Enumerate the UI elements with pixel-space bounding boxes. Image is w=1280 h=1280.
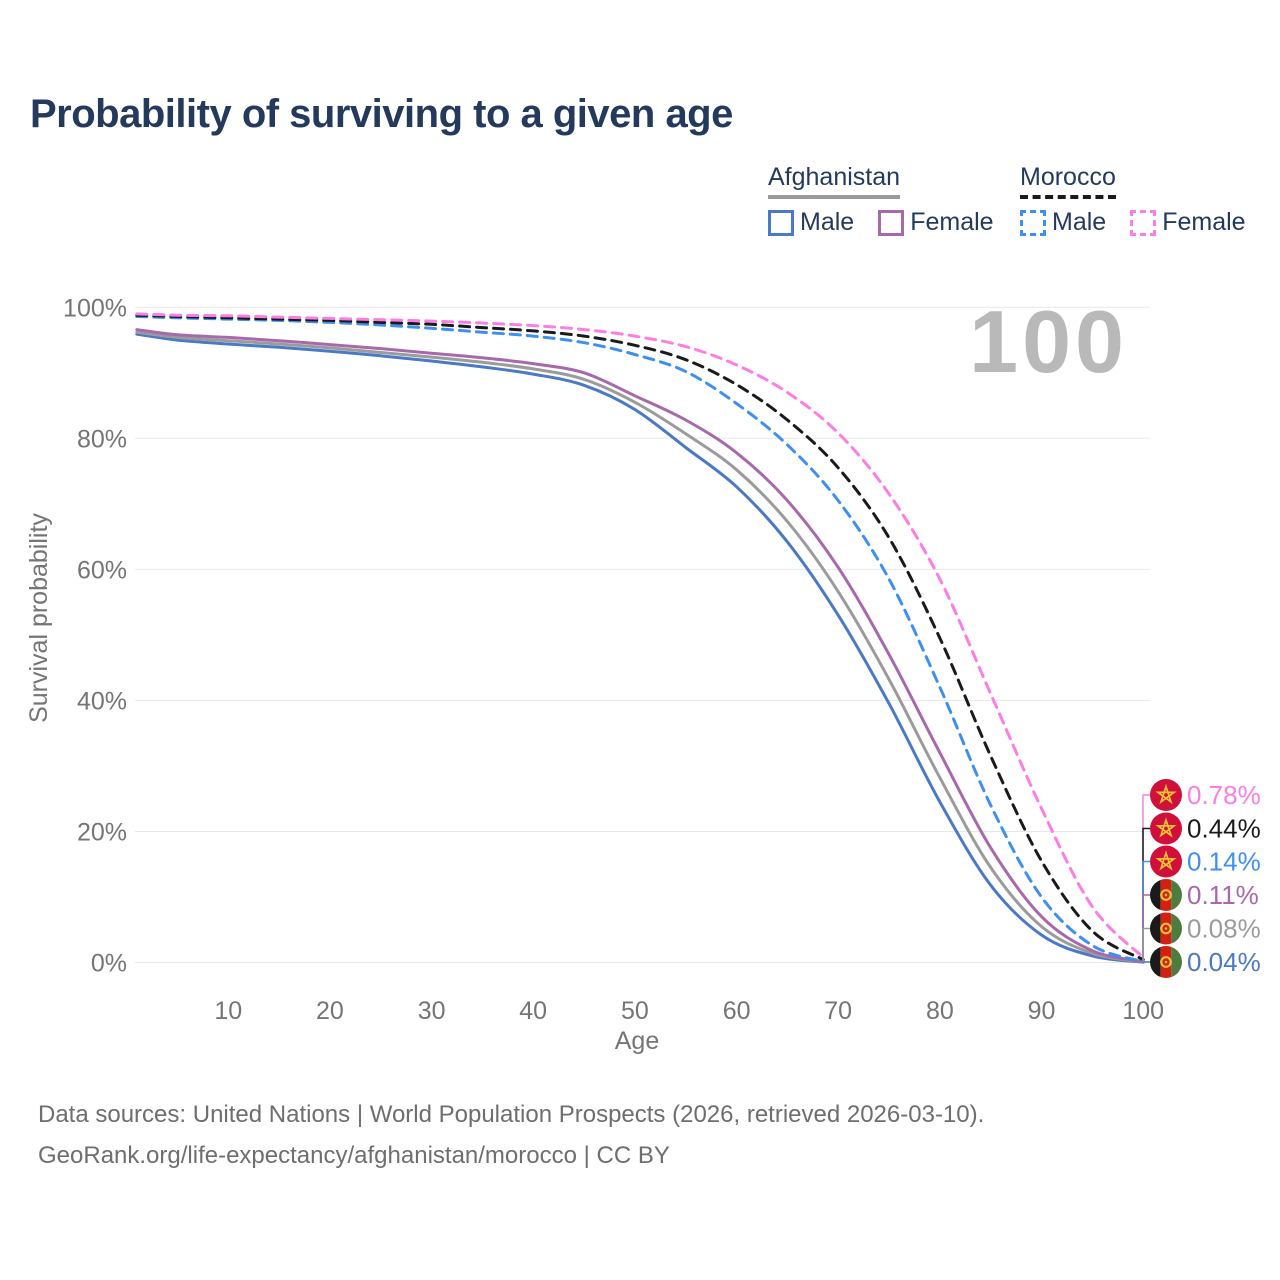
end-label-value-morocco-female: 0.78% [1187,780,1261,810]
y-tick-label-80: 80% [77,425,127,453]
end-label-value-afghanistan-male: 0.04% [1187,947,1261,977]
afghanistan-male-swatch-icon [768,209,794,236]
end-label-connector-morocco-both [1142,827,1150,960]
legend-row-afghanistan: Male Female [768,208,994,237]
morocco-flag-icon [1150,812,1182,845]
y-tick-label-60: 60% [77,556,127,584]
legend-item-afghanistan-female[interactable]: Female [878,208,994,237]
curve-afghanistan-female[interactable] [135,328,1145,964]
x-tick-label-50: 50 [621,997,649,1025]
end-label-value-afghanistan-both: 0.08% [1187,914,1261,944]
x-axis-title: Age [615,1027,659,1055]
y-tick-label-40: 40% [77,687,127,715]
afghanistan-flag-icon [1150,946,1182,978]
afghanistan-flag-icon [1150,912,1182,945]
y-tick-label-100: 100% [63,294,127,322]
y-axis-title: Survival probability [25,513,53,723]
x-tick-label-10: 10 [214,997,242,1025]
end-label-connector-morocco-female [1142,794,1150,958]
legend-item-morocco-male[interactable]: Male [1020,208,1106,237]
curve-morocco-male[interactable] [135,315,1145,964]
curves-layer [135,312,1145,964]
x-tick-label-70: 70 [824,997,852,1025]
legend-item-morocco-female[interactable]: Female [1130,208,1246,237]
legend-title-morocco: Morocco [1020,163,1116,199]
legend-row-morocco: Male Female [1020,208,1246,237]
page-title: Probability of surviving to a given age [30,92,733,136]
morocco-flag-icon [1150,845,1182,878]
x-tick-label-20: 20 [316,997,344,1025]
end-label-value-afghanistan-female: 0.11% [1187,880,1259,910]
footer-attribution: GeoRank.org/life-expectancy/afghanistan/… [38,1142,670,1169]
legend-group-morocco: Morocco Male Female [1020,163,1246,237]
afghanistan-female-swatch-icon [878,209,905,236]
y-tick-label-0: 0% [91,950,127,978]
end-label-connector-afghanistan-both [1142,927,1150,962]
x-tick-label-40: 40 [519,997,547,1025]
afghanistan-flag-icon [1150,879,1182,911]
legend-label-morocco-female: Female [1162,208,1246,236]
x-tick-label-30: 30 [418,997,446,1025]
curve-morocco-female[interactable] [135,312,1145,959]
curve-afghanistan-both[interactable] [135,330,1145,964]
end-label-value-morocco-both: 0.44% [1187,814,1261,844]
x-tick-label-60: 60 [723,997,751,1025]
end-label-value-morocco-male: 0.14% [1187,847,1261,877]
grid-layer: 0% 20% 40% 60% 80% 100% 10 20 30 40 50 60 70 80 90 100 [63,294,1164,1025]
legend-group-afghanistan: Afghanistan Male Female [768,163,994,237]
curve-afghanistan-male[interactable] [135,332,1145,964]
morocco-female-swatch-icon [1130,209,1157,236]
legend-item-afghanistan-male[interactable]: Male [768,208,854,237]
footer-data-sources: Data sources: United Nations | World Pop… [38,1101,985,1128]
curve-morocco-both[interactable] [135,313,1145,962]
end-label-connector-morocco-male [1142,860,1150,962]
legend-label-afghanistan-male: Male [800,208,855,236]
morocco-flag-icon [1150,779,1182,811]
end-labels-layer: 0.78% 0.44% 0.14% 0.11% 0.08% [1142,779,1261,978]
x-tick-label-80: 80 [926,997,954,1025]
x-tick-label-90: 90 [1028,997,1056,1025]
morocco-male-swatch-icon [1020,209,1046,236]
legend-label-morocco-male: Male [1052,208,1107,236]
x-tick-label-100: 100 [1122,997,1164,1025]
legend-title-afghanistan: Afghanistan [768,163,901,199]
y-tick-label-20: 20% [77,819,127,847]
age-counter-watermark: 100 [969,292,1128,391]
legend-label-afghanistan-female: Female [910,208,994,236]
